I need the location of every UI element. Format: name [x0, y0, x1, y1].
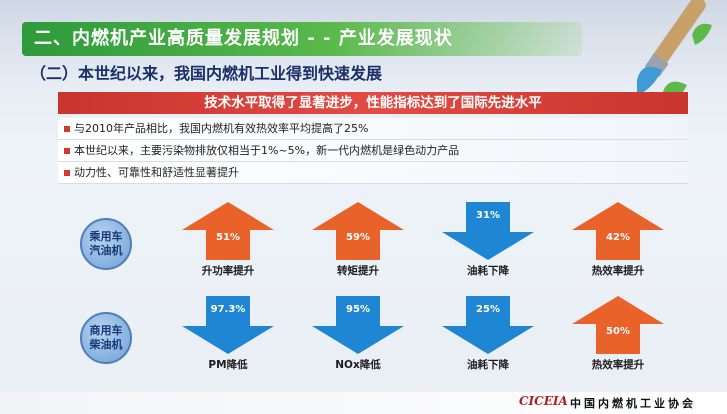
down-arrow-icon: 97.3% [178, 294, 278, 366]
list-item: 与2010年产品相比，我国内燃机有效热效率平均提高了25% [58, 118, 688, 140]
row-label-line1: 乘用车 [89, 230, 123, 243]
bullet-list: 与2010年产品相比，我国内燃机有效热效率平均提高了25% 本世纪以来，主要污染… [58, 118, 688, 186]
row-label-line2: 柴油机 [89, 338, 123, 351]
bullet-text: 动力性、可靠性和舒适性显著提升 [74, 166, 239, 179]
arrow-shape [572, 202, 664, 260]
percent-value: 50% [606, 326, 630, 337]
page-subtitle: （二）本世纪以来，我国内燃机工业得到快速发展 [30, 64, 383, 83]
indicator-caption: 油耗下降 [467, 359, 509, 371]
arrow-shape [312, 202, 404, 260]
indicator-caption: NOx降低 [335, 359, 381, 371]
arrow-shape [182, 296, 274, 354]
bullet-text: 与2010年产品相比，我国内燃机有效热效率平均提高了25% [74, 122, 369, 135]
bullet-text: 本世纪以来，主要污染物排放仅相当于1%~5%，新一代内燃机是绿色动力产品 [74, 144, 460, 157]
up-arrow-icon: 51% [178, 200, 278, 272]
indicator-caption: PM降低 [208, 359, 248, 371]
bullet-square-icon [64, 148, 70, 154]
row-label-passenger-gasoline: 乘用车 汽油机 [80, 218, 132, 270]
arrow-shape [312, 296, 404, 354]
footer: CICEIA 中国内燃机工业协会 [0, 392, 727, 414]
down-arrow-icon: 95% [308, 294, 408, 366]
org-name: 中国内燃机工业协会 [570, 397, 696, 410]
percent-value: 25% [476, 304, 500, 315]
indicator-caption: 转矩提升 [337, 265, 379, 277]
row-label-line1: 商用车 [89, 324, 123, 337]
percent-value: 42% [606, 232, 630, 243]
indicator-caption: 升功率提升 [201, 265, 255, 277]
arrow-shape [442, 202, 534, 260]
list-item: 动力性、可靠性和舒适性显著提升 [58, 162, 688, 184]
percent-value: 59% [346, 232, 370, 243]
arrow-shape [572, 296, 664, 354]
percent-value: 51% [216, 232, 240, 243]
bullet-square-icon [64, 126, 70, 132]
up-arrow-icon: 59% [308, 200, 408, 272]
highlight-banner: 技术水平取得了显著进步，性能指标达到了国际先进水平 [58, 92, 688, 114]
bullet-square-icon [64, 170, 70, 176]
arrow-shape [442, 296, 534, 354]
page-title: 二、内燃机产业高质量发展规划 - - 产业发展现状 [22, 22, 582, 56]
percent-value: 31% [476, 210, 500, 221]
down-arrow-icon: 31% [438, 200, 538, 272]
percent-value: 97.3% [210, 304, 246, 315]
percent-value: 95% [346, 304, 370, 315]
arrow-shape [182, 202, 274, 260]
indicator-caption: 热效率提升 [591, 359, 645, 371]
list-item: 本世纪以来，主要污染物排放仅相当于1%~5%，新一代内燃机是绿色动力产品 [58, 140, 688, 162]
up-arrow-icon: 50% [568, 294, 668, 366]
row-label-commercial-diesel: 商用车 柴油机 [80, 312, 132, 364]
org-logo: CICEIA [519, 394, 568, 408]
indicator-caption: 油耗下降 [467, 265, 509, 277]
up-arrow-icon: 42% [568, 200, 668, 272]
down-arrow-icon: 25% [438, 294, 538, 366]
indicator-caption: 热效率提升 [591, 265, 645, 277]
row-label-line2: 汽油机 [89, 244, 123, 257]
